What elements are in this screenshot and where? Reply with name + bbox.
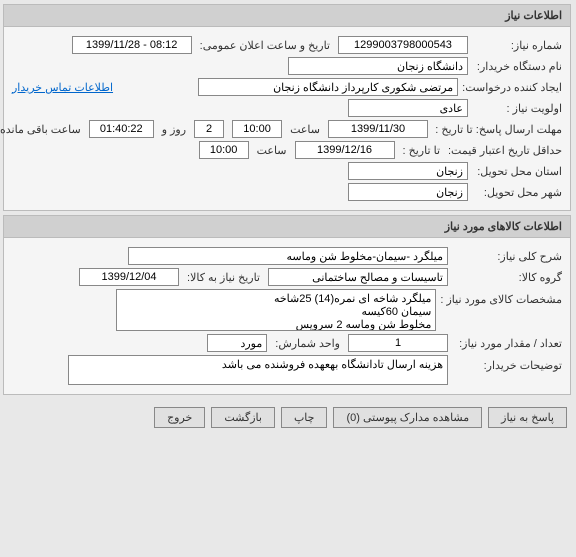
row-buyer-note: توضیحات خریدار: xyxy=(13,355,563,385)
deliver-city-label: شهر محل تحویل: xyxy=(473,186,563,199)
days-remain-field xyxy=(195,120,225,138)
view-attachments-button[interactable]: مشاهده مدارک پیوستی (0) xyxy=(334,407,483,428)
days-label: روز و xyxy=(159,123,191,136)
time-label-2: ساعت xyxy=(254,144,292,157)
until-field xyxy=(80,268,180,286)
req-no-label: شماره نیاز: xyxy=(473,39,563,52)
remain-label: ساعت باقی مانده xyxy=(0,123,86,136)
min-credit-label: حداقل تاریخ اعتبار قیمت: xyxy=(449,144,563,157)
exit-button[interactable]: خروج xyxy=(155,407,206,428)
print-button[interactable]: چاپ xyxy=(282,407,329,428)
desc-label: شرح کلی نیاز: xyxy=(453,250,563,263)
qty-label: تعداد / مقدار مورد نیاز: xyxy=(453,337,563,350)
need-info-header: اطلاعات نیاز xyxy=(5,5,571,27)
row-priority: اولویت نیاز : xyxy=(13,99,563,117)
contact-buyer-link[interactable]: اطلاعات تماس خریدار xyxy=(13,81,114,94)
priority-label: اولویت نیاز : xyxy=(473,102,563,115)
deadline-time-field xyxy=(233,120,283,138)
row-group: گروه کالا: تاریخ نیاز به کالا: xyxy=(13,268,563,286)
deliver-prov-label: استان محل تحویل: xyxy=(473,165,563,178)
row-deadline: مهلت ارسال پاسخ: تا تاریخ : ساعت روز و س… xyxy=(13,120,563,138)
goods-info-header: اطلاعات کالاهای مورد نیاز xyxy=(5,216,571,238)
unit-label: واحد شمارش: xyxy=(272,337,345,350)
deadline-date-field xyxy=(329,120,429,138)
row-min-credit: حداقل تاریخ اعتبار قیمت: تا تاریخ : ساعت xyxy=(13,141,563,159)
countdown-field xyxy=(90,120,155,138)
until-label: تاریخ نیاز به کالا: xyxy=(184,271,265,284)
row-desc: شرح کلی نیاز: xyxy=(13,247,563,265)
respond-button[interactable]: پاسخ به نیاز xyxy=(489,407,568,428)
row-buyer: نام دستگاه خریدار: xyxy=(13,57,563,75)
need-info-panel: اطلاعات نیاز شماره نیاز: تاریخ و ساعت اع… xyxy=(4,4,572,211)
creator-label: ایجاد کننده درخواست: xyxy=(463,81,563,94)
creator-field xyxy=(199,78,459,96)
priority-field xyxy=(349,99,469,117)
row-req-no: شماره نیاز: تاریخ و ساعت اعلان عمومی: xyxy=(13,36,563,54)
req-no-field xyxy=(339,36,469,54)
desc-field xyxy=(129,247,449,265)
row-deliver-city: شهر محل تحویل: xyxy=(13,183,563,201)
deliver-prov-field xyxy=(349,162,469,180)
time-label-1: ساعت xyxy=(287,123,325,136)
goods-info-panel: اطلاعات کالاهای مورد نیاز شرح کلی نیاز: … xyxy=(4,215,572,395)
goods-info-body: شرح کلی نیاز: گروه کالا: تاریخ نیاز به ک… xyxy=(5,238,571,394)
unit-field xyxy=(208,334,268,352)
buyer-field xyxy=(289,57,469,75)
buyer-note-field xyxy=(69,355,449,385)
footer-buttons: پاسخ به نیاز مشاهده مدارک پیوستی (0) چاپ… xyxy=(0,399,576,436)
announce-label: تاریخ و ساعت اعلان عمومی: xyxy=(197,39,335,52)
buyer-note-label: توضیحات خریدار: xyxy=(453,355,563,372)
row-spec: مشخصات کالای مورد نیاز : xyxy=(13,289,563,331)
row-deliver-province: استان محل تحویل: xyxy=(13,162,563,180)
back-button[interactable]: بازگشت xyxy=(212,407,276,428)
deadline-label: مهلت ارسال پاسخ: تا تاریخ : xyxy=(433,123,563,136)
group-label: گروه کالا: xyxy=(453,271,563,284)
group-field xyxy=(269,268,449,286)
spec-label: مشخصات کالای مورد نیاز : xyxy=(441,289,563,306)
spec-field xyxy=(117,289,437,331)
deliver-city-field xyxy=(349,183,469,201)
need-info-body: شماره نیاز: تاریخ و ساعت اعلان عمومی: نا… xyxy=(5,27,571,210)
row-creator: ایجاد کننده درخواست: اطلاعات تماس خریدار xyxy=(13,78,563,96)
row-qty: تعداد / مقدار مورد نیاز: واحد شمارش: xyxy=(13,334,563,352)
qty-field xyxy=(349,334,449,352)
min-credit-date-field xyxy=(296,141,396,159)
buyer-label: نام دستگاه خریدار: xyxy=(473,60,563,73)
announce-field xyxy=(73,36,193,54)
min-credit-time-field xyxy=(200,141,250,159)
min-credit-to: تا تاریخ : xyxy=(400,144,445,157)
